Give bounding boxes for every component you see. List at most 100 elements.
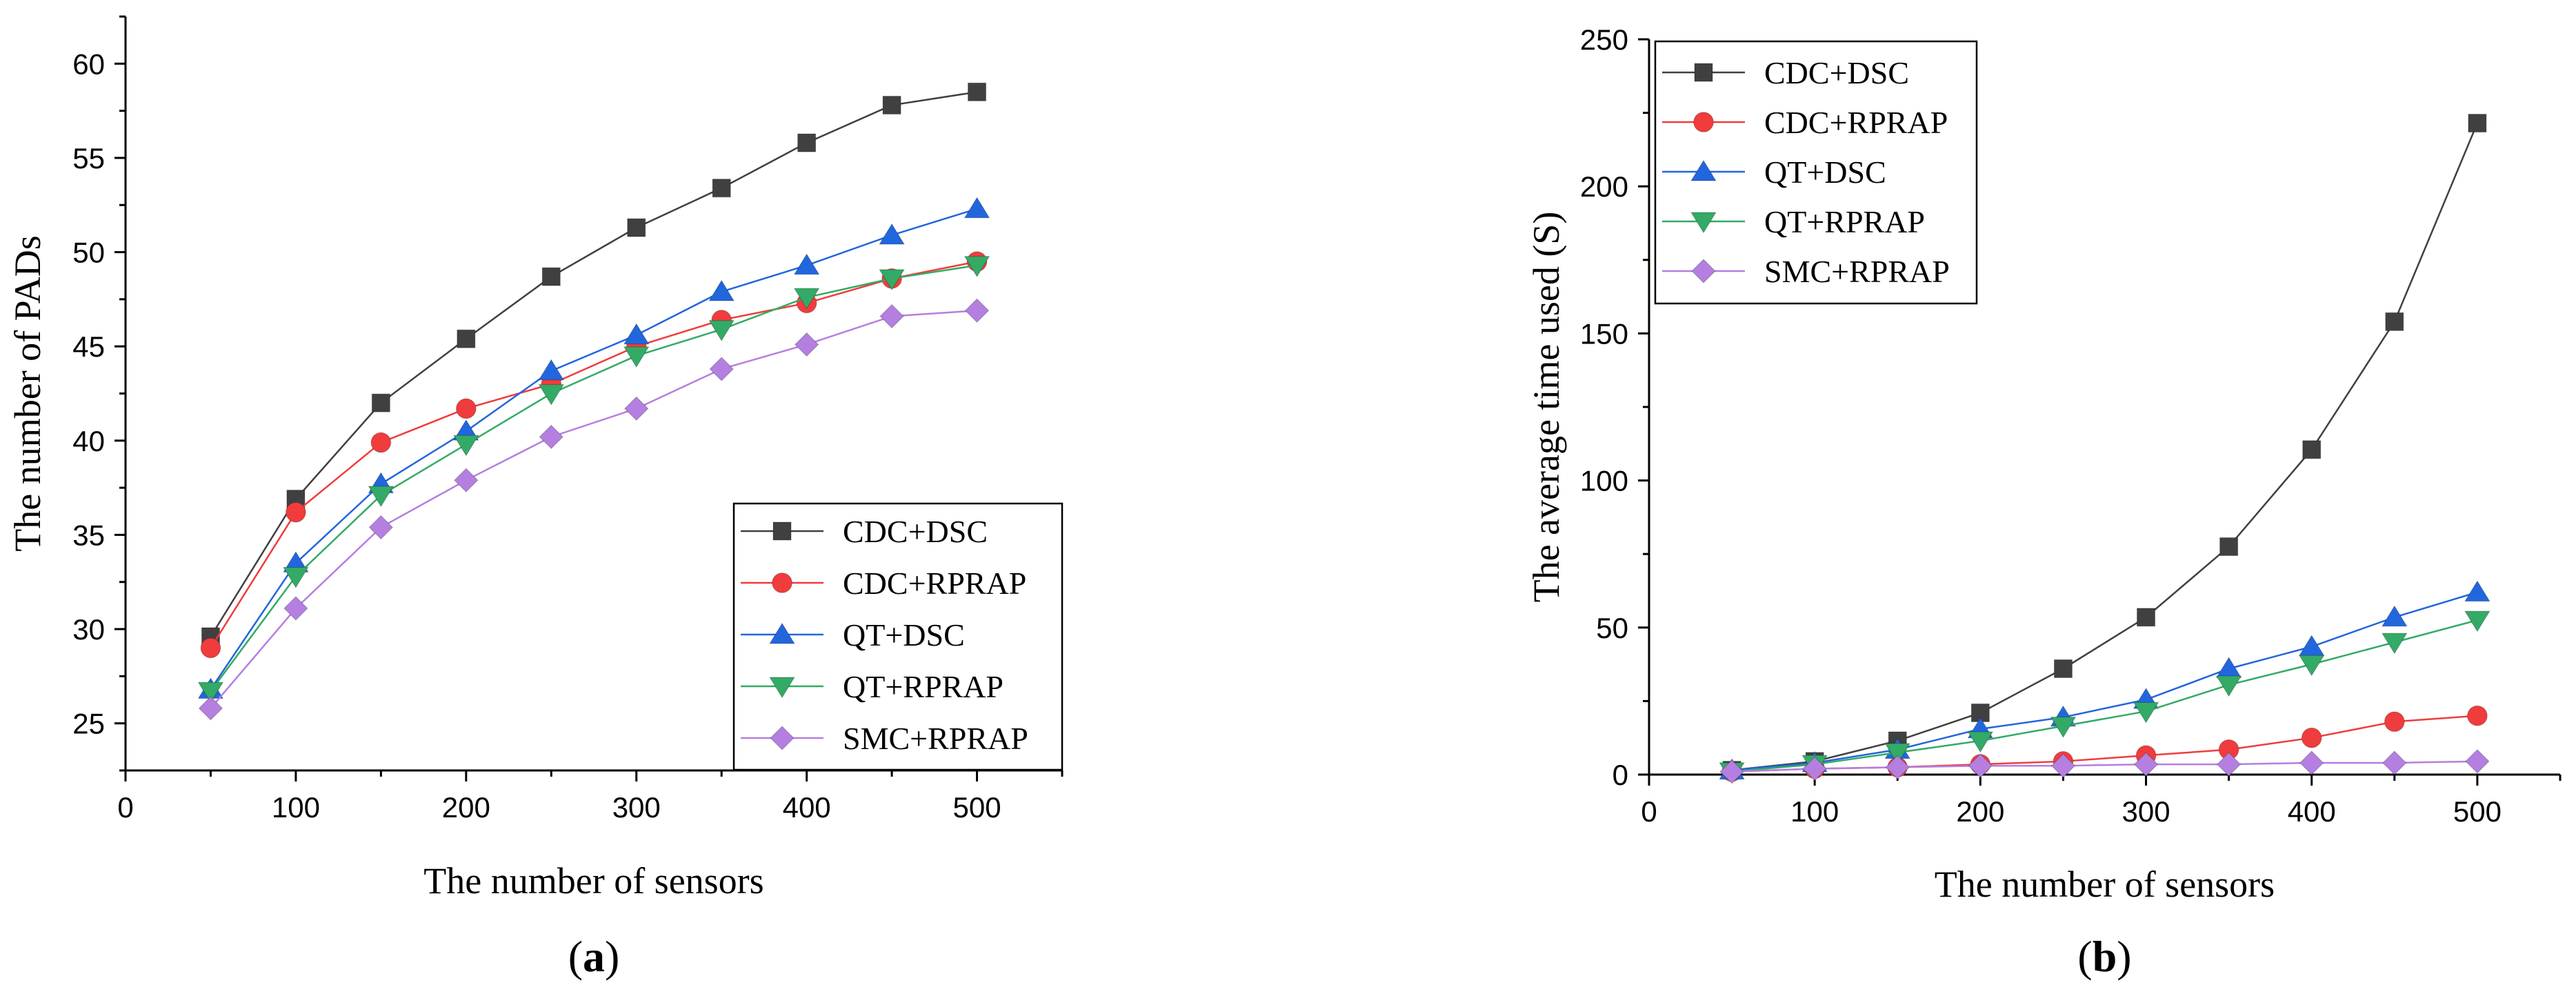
legend-marker bbox=[769, 677, 795, 699]
data-point bbox=[538, 384, 565, 406]
data-point bbox=[453, 435, 479, 457]
data-point bbox=[1967, 731, 1994, 753]
series-cdc-dsc bbox=[201, 82, 987, 646]
data-point bbox=[1968, 753, 1993, 778]
data-point bbox=[456, 398, 477, 419]
y-tick-label: 150 bbox=[1580, 317, 1628, 350]
x-tick-label: 100 bbox=[1790, 795, 1839, 828]
legend-label: CDC+RPRAP bbox=[843, 566, 1026, 601]
series-line bbox=[1731, 619, 2478, 773]
data-point bbox=[2298, 655, 2325, 677]
x-tick-label: 300 bbox=[2122, 795, 2170, 828]
data-point bbox=[368, 486, 395, 508]
data-point bbox=[371, 393, 390, 412]
data-point bbox=[2050, 753, 2076, 778]
x-tick-label: 100 bbox=[272, 791, 320, 824]
legend: CDC+DSC CDC+RPRAP QT+DSC QT+RPRAP SMC+RPRAP bbox=[1654, 40, 1978, 305]
data-point bbox=[963, 197, 990, 219]
data-point bbox=[197, 681, 224, 704]
legend-label: QT+RPRAP bbox=[1764, 204, 1925, 239]
y-tick-label: 30 bbox=[72, 613, 105, 646]
data-point bbox=[968, 82, 987, 101]
x-axis-title: The number of sensors bbox=[1935, 864, 2275, 905]
data-point bbox=[538, 359, 565, 381]
data-point bbox=[286, 501, 306, 523]
x-axis-title: The number of sensors bbox=[423, 860, 763, 902]
data-point bbox=[539, 424, 563, 449]
y-tick-label: 40 bbox=[72, 425, 105, 457]
legend-marker bbox=[769, 622, 795, 644]
data-point bbox=[708, 279, 735, 301]
series-qt-rprap bbox=[197, 256, 990, 704]
data-point bbox=[2299, 750, 2324, 775]
y-tick-label: 100 bbox=[1580, 465, 1628, 497]
data-point bbox=[2050, 717, 2077, 738]
data-point bbox=[795, 332, 819, 357]
x-tick-label: 0 bbox=[117, 791, 133, 824]
data-point bbox=[793, 253, 820, 275]
data-point bbox=[2464, 580, 2490, 602]
data-point bbox=[797, 133, 817, 152]
data-point bbox=[283, 567, 309, 588]
data-point bbox=[200, 637, 221, 659]
data-point bbox=[2385, 312, 2404, 331]
legend-label: QT+DSC bbox=[1764, 155, 1886, 190]
y-axis-title: The average time used (S) bbox=[1526, 212, 1567, 603]
y-tick-label: 0 bbox=[1613, 759, 1628, 791]
data-point bbox=[964, 298, 990, 323]
data-point bbox=[2382, 750, 2407, 775]
x-tick-label: 400 bbox=[2288, 795, 2336, 828]
data-point bbox=[879, 223, 905, 245]
data-point bbox=[2302, 440, 2322, 459]
legend-marker bbox=[1694, 63, 1713, 82]
x-tick-label: 200 bbox=[1956, 795, 2004, 828]
legend-marker bbox=[770, 726, 795, 750]
legend-marker bbox=[1693, 112, 1714, 132]
data-point bbox=[1885, 755, 1910, 779]
legend-label: QT+RPRAP bbox=[843, 669, 1004, 704]
series-line bbox=[210, 310, 977, 709]
series-line bbox=[210, 264, 977, 692]
data-point bbox=[627, 218, 646, 237]
data-point bbox=[541, 267, 561, 286]
data-point bbox=[2137, 608, 2156, 627]
legend-marker bbox=[772, 572, 792, 593]
data-point bbox=[2217, 752, 2241, 777]
legend-label: CDC+RPRAP bbox=[1764, 105, 1948, 140]
chart-panel-a: 0 100 200 300 400 500 25 30 35 40 45 50 55 60 The numb… bbox=[7, 15, 1064, 981]
data-point bbox=[2133, 752, 2159, 777]
data-point bbox=[454, 468, 479, 492]
y-tick-label: 35 bbox=[72, 519, 105, 551]
data-point bbox=[457, 329, 476, 348]
data-point bbox=[2468, 114, 2487, 133]
data-point bbox=[198, 696, 223, 721]
data-point bbox=[2382, 633, 2408, 655]
legend-marker bbox=[772, 521, 792, 541]
y-tick-label: 250 bbox=[1580, 23, 1628, 56]
data-point bbox=[623, 346, 650, 368]
data-point bbox=[2298, 635, 2325, 657]
data-point bbox=[1719, 759, 1744, 784]
series-line bbox=[210, 91, 977, 637]
y-tick-label: 60 bbox=[72, 48, 105, 80]
data-point bbox=[879, 269, 905, 291]
data-point bbox=[2215, 657, 2242, 678]
data-point bbox=[882, 95, 901, 114]
data-point bbox=[1802, 756, 1827, 781]
data-point bbox=[368, 515, 393, 540]
data-point bbox=[708, 320, 735, 341]
legend-label: CDC+DSC bbox=[1764, 55, 1909, 90]
legend: CDC+DSC CDC+RPRAP QT+DSC QT+RPRAP SMC+RPRAP bbox=[732, 502, 1064, 771]
legend-marker bbox=[1691, 259, 1716, 283]
series-line bbox=[1732, 760, 2477, 773]
y-tick-label: 55 bbox=[72, 142, 105, 175]
y-tick-label: 25 bbox=[72, 708, 105, 740]
series-smc-rprap bbox=[198, 298, 990, 721]
legend-label: SMC+RPRAP bbox=[843, 721, 1028, 756]
data-point bbox=[370, 432, 392, 453]
y-tick-label: 45 bbox=[72, 330, 105, 363]
y-tick-label: 200 bbox=[1580, 170, 1628, 203]
series-smc-rprap bbox=[1719, 749, 2490, 784]
data-point bbox=[2467, 705, 2488, 726]
